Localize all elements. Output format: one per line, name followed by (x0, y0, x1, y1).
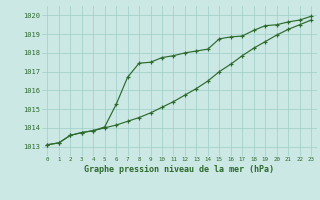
X-axis label: Graphe pression niveau de la mer (hPa): Graphe pression niveau de la mer (hPa) (84, 165, 274, 174)
